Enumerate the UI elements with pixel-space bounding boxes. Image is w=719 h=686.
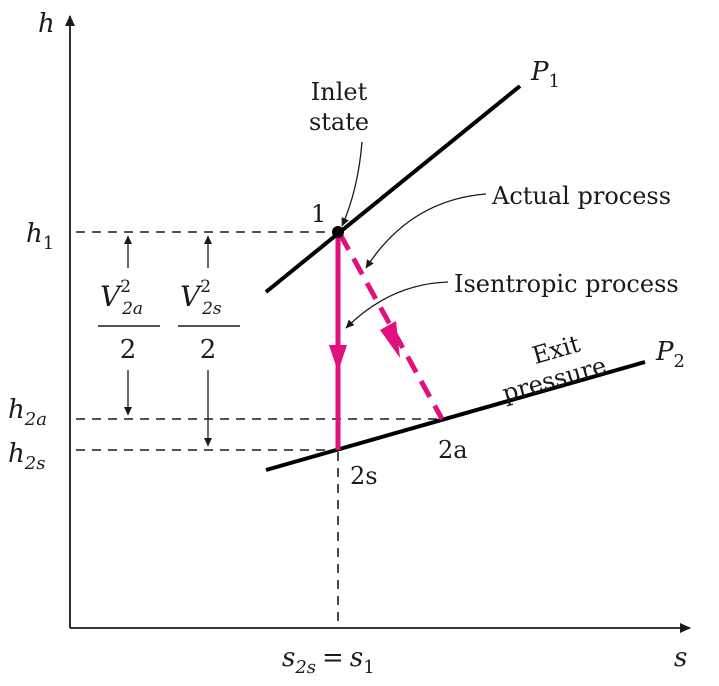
isobar-p1 [264, 84, 522, 294]
isobar-p2-label: P2 [655, 337, 685, 372]
isentropic-process-label: Isentropic process [454, 270, 679, 298]
s-equality-label: s2s = s1 [282, 643, 375, 678]
v2a-denominator: 2 [120, 335, 137, 365]
actual-process-line [337, 232, 445, 421]
isobar-p1-label: P1 [530, 57, 560, 92]
x-axis-label: s [674, 643, 687, 673]
v2s-numerator: V2 2s [180, 277, 222, 319]
actual-process-label: Actual process [491, 182, 671, 210]
isentropic-process-pointer [345, 281, 449, 329]
isobar-p2 [265, 360, 646, 472]
h2a-label: h2a [8, 395, 47, 430]
state-1-label: 1 [311, 200, 326, 228]
h1-label: h1 [26, 219, 54, 254]
y-axis-label: h [38, 9, 55, 39]
actual-process-arrowhead [380, 321, 400, 358]
inlet-label-line2: state [309, 108, 369, 136]
state-2a-label: 2a [438, 436, 468, 464]
exit-pressure-label: Exit pressure [499, 330, 609, 408]
v2a-numerator: V2 2a [100, 277, 143, 319]
h2s-label: h2s [8, 439, 45, 474]
isentropic-arrowhead [329, 345, 347, 372]
state-1-point [332, 226, 344, 238]
inlet-label-line1: Inlet [311, 78, 368, 106]
v2s-denominator: 2 [200, 335, 217, 365]
inlet-pointer [341, 141, 363, 227]
actual-process-pointer [365, 193, 487, 269]
state-2s-label: 2s [350, 462, 378, 490]
